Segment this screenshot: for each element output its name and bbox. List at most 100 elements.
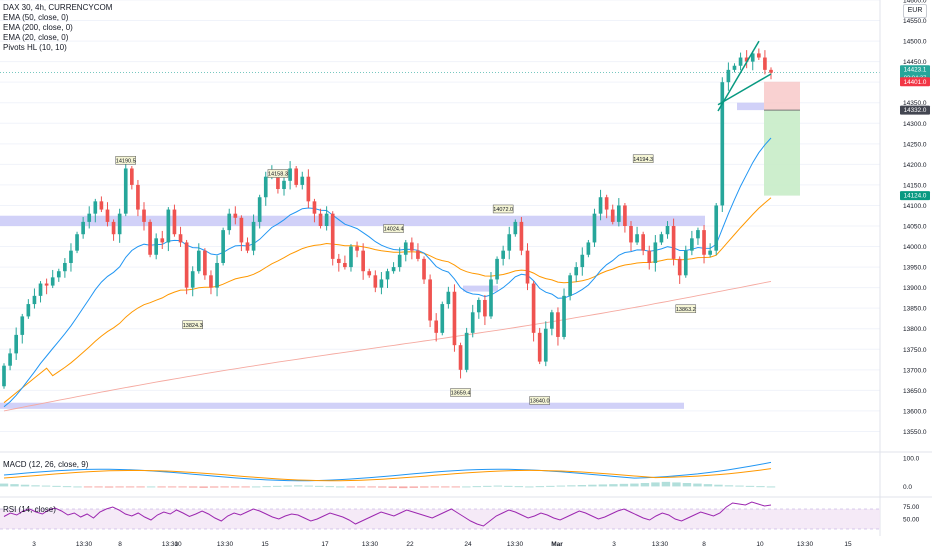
candle-body — [519, 221, 524, 251]
candle-body — [178, 234, 183, 243]
macd-hist-bar — [745, 485, 755, 487]
macd-hist-bar — [420, 486, 429, 488]
stop-loss-area — [764, 81, 800, 111]
macd-hist-bar — [272, 485, 282, 487]
candle-body — [203, 250, 207, 276]
candle-body — [361, 250, 365, 272]
price-tick: 14250.0 — [903, 141, 927, 148]
candle-body — [586, 242, 591, 255]
candle-body — [318, 213, 323, 226]
macd-tick: 0.0 — [903, 484, 912, 491]
pivot-box — [267, 169, 289, 178]
macd-hist-bar — [756, 486, 765, 488]
macd-hist-bar — [20, 484, 30, 487]
candles — [2, 48, 773, 389]
candle-body — [531, 283, 536, 333]
candle-body — [665, 226, 670, 235]
price-tick: 13600.0 — [903, 408, 927, 415]
pivot-box — [450, 388, 471, 397]
price-axis: 14600.014550.014500.014450.014400.014350… — [903, 0, 927, 524]
candle-body — [690, 238, 694, 251]
indicator-ema-50[interactable]: EMA (50, close, 0) — [3, 13, 69, 22]
pivot-label: 14072.0 — [493, 207, 513, 213]
price-tick: 13750.0 — [903, 347, 927, 354]
time-tick: Mar — [551, 541, 563, 548]
candle-body — [81, 221, 85, 235]
macd-hist-bar — [682, 483, 692, 487]
macd-hist-bar — [188, 486, 198, 488]
macd-hist-bar — [514, 486, 524, 488]
indicator-ema-200[interactable]: EMA (200, close, 0) — [3, 23, 73, 32]
candle-body — [111, 221, 116, 235]
candle-body — [446, 291, 451, 305]
currency-button[interactable]: EUR — [903, 4, 927, 18]
pivot-label: 13640.0 — [530, 399, 550, 405]
candle-body — [696, 230, 700, 239]
candle-body — [750, 53, 755, 62]
candle-body — [440, 304, 445, 333]
indicator-ema-20[interactable]: EMA (20, close, 0) — [3, 33, 69, 42]
candle-body — [257, 197, 262, 222]
macd-hist-bar — [73, 486, 82, 488]
price-tick: 14550.0 — [903, 18, 927, 25]
take-profit-area — [764, 110, 800, 196]
support-resistance-zone — [0, 402, 684, 409]
candle-body — [744, 57, 749, 62]
indicator-pivots[interactable]: Pivots HL (10, 10) — [3, 43, 67, 52]
candle-body — [452, 291, 457, 346]
macd-hist-bar — [399, 486, 408, 489]
candle-body — [349, 246, 353, 268]
candle-body — [470, 312, 475, 333]
signal-line — [3, 468, 772, 482]
price-tick: 14600.0 — [903, 0, 927, 5]
macd-hist-bar — [546, 485, 555, 487]
candle-body — [610, 209, 615, 222]
candle-body — [598, 197, 603, 214]
macd-hist-bar — [94, 486, 103, 488]
macd-hist-bar — [325, 486, 334, 488]
macd-hist-bar — [472, 486, 482, 488]
macd-hist-bar — [609, 484, 618, 487]
macd-hist-bar — [630, 483, 639, 487]
candle-body — [537, 332, 542, 362]
time-tick: 10 — [174, 541, 182, 548]
pivot-box — [492, 204, 514, 214]
macd-hist-bar — [146, 486, 156, 488]
candle-body — [464, 332, 469, 370]
macd-hist-bar — [220, 486, 229, 488]
candle-body — [166, 209, 171, 243]
candle-body — [63, 262, 67, 272]
price-tick: 13550.0 — [903, 429, 927, 436]
candle-body — [732, 65, 737, 70]
macd-hist-bar — [31, 485, 40, 487]
macd-hist-bar — [598, 484, 608, 487]
price-tick: 13700.0 — [903, 367, 927, 374]
candle-body — [355, 246, 359, 251]
candle-body — [367, 271, 372, 276]
pivot-label: 14024.4 — [384, 227, 404, 233]
candle-body — [653, 242, 658, 263]
price-label: 14124.0 — [904, 193, 927, 200]
legend: DAX 30, 4h, CURRENCYCOM EMA (50, close, … — [3, 3, 112, 53]
candle-body — [391, 267, 396, 272]
candle-body — [8, 353, 12, 366]
price-tick: 14100.0 — [903, 203, 927, 210]
candle-body — [56, 271, 61, 278]
price-label-bg — [900, 77, 930, 87]
macd-hist-bar — [735, 485, 744, 487]
candle-body — [38, 283, 43, 296]
pivot-box — [632, 154, 654, 163]
macd-hist-bar — [409, 486, 418, 488]
time-tick: 17 — [321, 541, 329, 548]
macd-hist-bar — [167, 486, 177, 488]
macd-hist-bar — [766, 486, 776, 488]
price-tick: 14300.0 — [903, 121, 927, 128]
price-tick: 14150.0 — [903, 182, 927, 189]
price-tick: 14000.0 — [903, 244, 927, 251]
macd-hist-bar — [251, 486, 261, 488]
candle-body — [495, 258, 499, 280]
candle-body — [20, 316, 25, 335]
price-label: 14401.0 — [904, 79, 927, 86]
candle-body — [75, 234, 79, 251]
